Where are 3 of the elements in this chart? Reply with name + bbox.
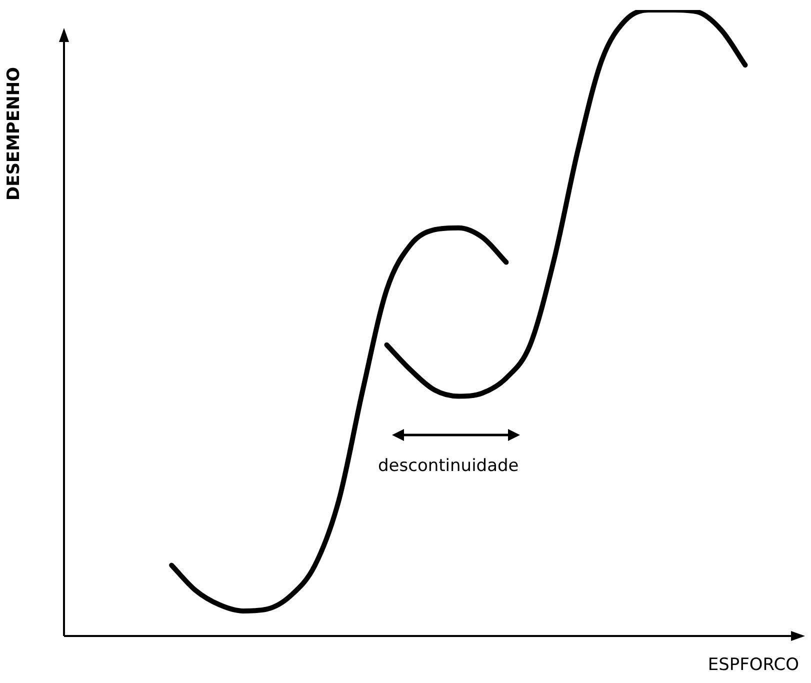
x-axis-title: ESPFORCO [708,655,799,675]
annotation: descontinuidade [378,456,519,476]
y-axis-title: DESEMPENHO [4,67,24,200]
